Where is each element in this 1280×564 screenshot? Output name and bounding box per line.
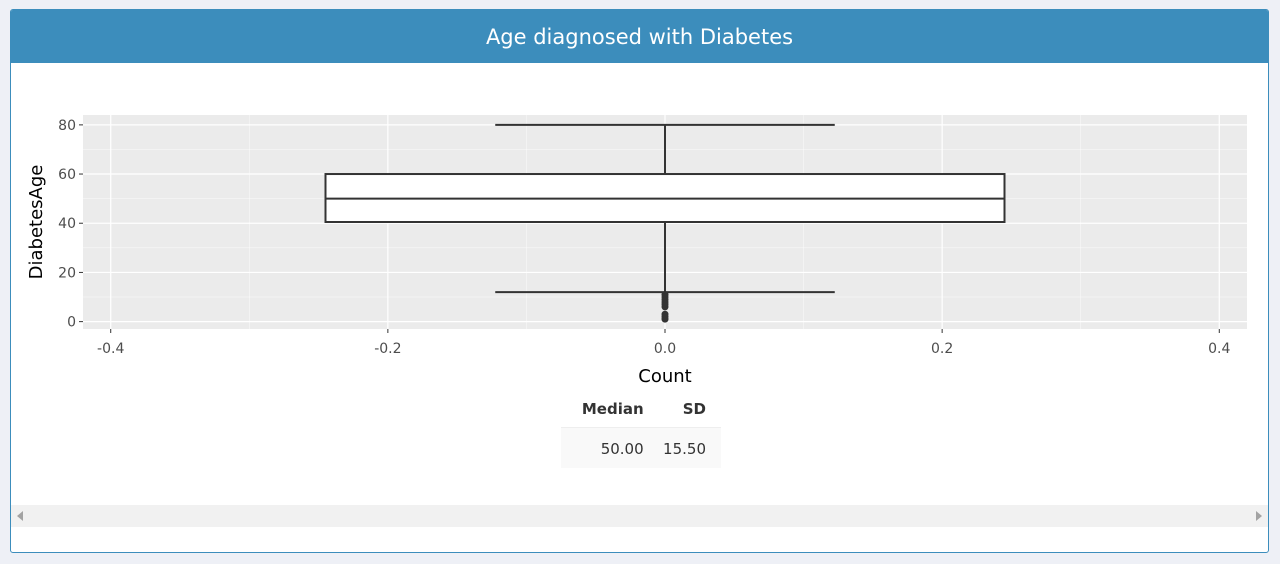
header-sd: SD <box>682 400 706 418</box>
y-tick-label: 20 <box>58 265 76 281</box>
x-axis: -0.4 -0.2 0.0 0.2 0.4 <box>97 329 1231 357</box>
scroll-right-icon[interactable] <box>1256 511 1262 521</box>
stats-table: Median SD 50.00 15.50 <box>561 393 721 468</box>
header-median: Median <box>581 400 644 418</box>
cell-sd: 15.50 <box>658 427 721 468</box>
outliers <box>661 291 669 323</box>
chart-panel: Age diagnosed with Diabetes 0 20 40 60 80 -0… <box>10 9 1269 553</box>
y-tick-label: 80 <box>58 118 76 134</box>
y-tick-label: 0 <box>67 315 76 331</box>
y-tick-label: 60 <box>58 167 76 183</box>
panel-header: Age diagnosed with Diabetes <box>11 10 1268 63</box>
outlier-point <box>661 310 669 318</box>
x-tick-label: 0.4 <box>1208 341 1230 357</box>
x-tick-label: -0.4 <box>97 341 124 357</box>
y-tick-label: 40 <box>58 216 76 232</box>
horizontal-scrollbar[interactable] <box>11 505 1268 527</box>
boxplot-chart: 0 20 40 60 80 -0.4 -0.2 0.0 0.2 0.4 Count Diabet… <box>26 115 1247 387</box>
panel-title: Age diagnosed with Diabetes <box>485 24 794 49</box>
y-axis-label: DiabetesAge <box>26 165 47 280</box>
table-row: 50.00 15.50 <box>561 427 721 468</box>
y-axis: 0 20 40 60 80 <box>58 118 83 331</box>
x-tick-label: -0.2 <box>374 341 401 357</box>
scroll-left-icon[interactable] <box>17 511 23 521</box>
outlier-point <box>661 291 669 299</box>
cell-median: 50.00 <box>561 427 659 468</box>
stats-header-row: Median SD <box>561 393 721 428</box>
x-axis-label: Count <box>638 366 691 387</box>
x-tick-label: 0.2 <box>931 341 953 357</box>
x-tick-label: 0.0 <box>654 341 676 357</box>
